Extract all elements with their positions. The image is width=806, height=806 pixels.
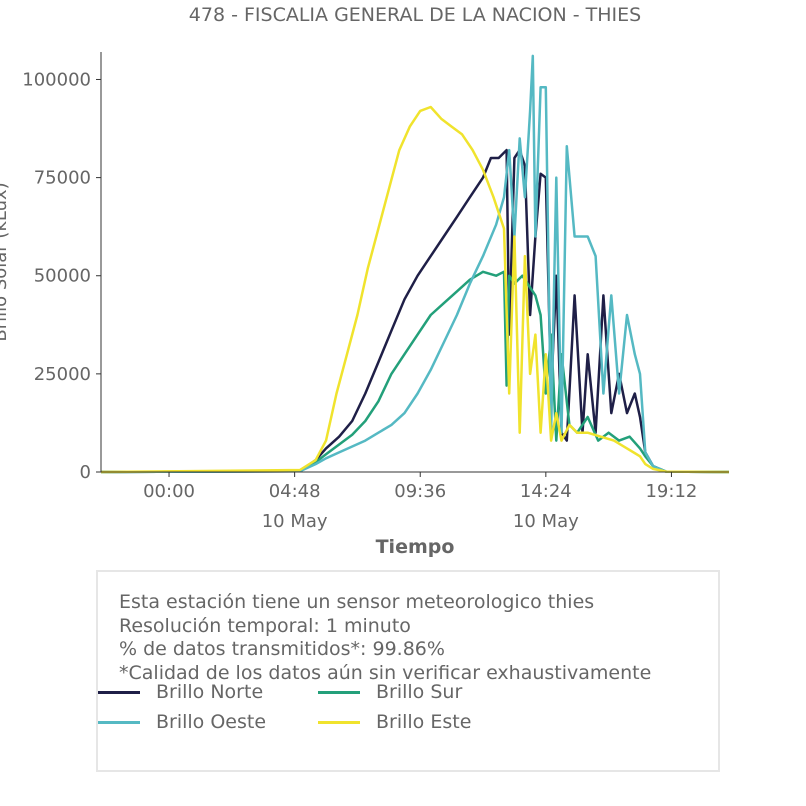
- series-line-brillo-oeste: [101, 54, 729, 474]
- legend-item-brillo-oeste: Brillo Oeste: [98, 711, 266, 733]
- y-tick-label: 0: [80, 462, 91, 483]
- axis-ticks: 0 25000 50000 75000 100000 00:00 04:48 10 May 09…: [22, 69, 697, 532]
- chart: 478 - FISCALIA GENERAL DE LA NACION - TH…: [0, 4, 729, 558]
- x-tick-label: 09:36: [394, 481, 446, 502]
- x-axis-label: Tiempo: [376, 536, 455, 558]
- legend-label-brillo-oeste: Brillo Oeste: [156, 711, 267, 733]
- x-tick-label: 19:12: [645, 481, 697, 502]
- y-axis-label: Brillo Solar (kLux): [0, 182, 11, 341]
- series-line-brillo-este: [101, 105, 729, 474]
- info-box: Esta estación tiene un sensor meteorolog…: [96, 570, 720, 772]
- x-date-label: 10 May: [513, 511, 579, 532]
- y-tick-label: 100000: [22, 69, 91, 90]
- legend-label-brillo-sur: Brillo Sur: [376, 681, 463, 703]
- series-line-brillo-sur: [101, 270, 729, 474]
- legend-item-brillo-norte: Brillo Norte: [98, 681, 263, 703]
- legend: Brillo Norte Brillo Sur Brillo Oeste Bri…: [0, 677, 620, 737]
- x-tick-label: 04:48: [269, 481, 321, 502]
- legend-item-brillo-sur: Brillo Sur: [318, 681, 462, 703]
- info-station-sensor: Esta estación tiene un sensor meteorolog…: [119, 591, 595, 613]
- x-date-label: 10 May: [262, 511, 328, 532]
- legend-label-brillo-norte: Brillo Norte: [156, 681, 264, 703]
- legend-item-brillo-este: Brillo Este: [318, 711, 471, 733]
- x-tick-label: 14:24: [520, 481, 572, 502]
- legend-label-brillo-este: Brillo Este: [376, 711, 472, 733]
- info-transmitted-percent: % de datos transmitidos*: 99.86%: [119, 638, 445, 660]
- series-line-brillo-norte: [101, 148, 729, 474]
- y-tick-label: 75000: [34, 168, 91, 189]
- y-tick-label: 50000: [34, 266, 91, 287]
- x-tick-label: 00:00: [143, 481, 195, 502]
- legend-swatch-brillo-oeste: [98, 720, 140, 724]
- info-temporal-resolution: Resolución temporal: 1 minuto: [119, 615, 411, 637]
- legend-swatch-brillo-norte: [98, 690, 140, 694]
- y-tick-label: 25000: [34, 364, 91, 385]
- legend-swatch-brillo-sur: [318, 690, 360, 694]
- info-quality-note: *Calidad de los datos aún sin verificar …: [119, 662, 652, 684]
- chart-title: 478 - FISCALIA GENERAL DE LA NACION - TH…: [189, 4, 641, 26]
- series-layer: [101, 54, 729, 474]
- legend-swatch-brillo-este: [318, 720, 360, 724]
